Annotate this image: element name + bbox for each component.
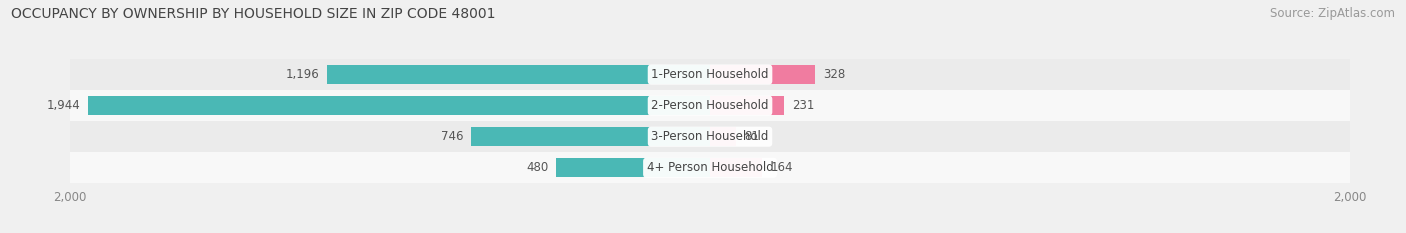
Text: 328: 328	[823, 68, 845, 81]
Text: 2-Person Household: 2-Person Household	[651, 99, 769, 112]
Text: 746: 746	[441, 130, 464, 143]
Bar	[710, 65, 815, 84]
Bar	[557, 158, 710, 177]
Bar	[710, 127, 735, 146]
Bar	[710, 96, 785, 115]
Bar	[70, 152, 1350, 183]
Text: Source: ZipAtlas.com: Source: ZipAtlas.com	[1270, 7, 1395, 20]
Text: 3-Person Household: 3-Person Household	[651, 130, 769, 143]
Text: OCCUPANCY BY OWNERSHIP BY HOUSEHOLD SIZE IN ZIP CODE 48001: OCCUPANCY BY OWNERSHIP BY HOUSEHOLD SIZE…	[11, 7, 496, 21]
Text: 1-Person Household: 1-Person Household	[651, 68, 769, 81]
Text: 1,944: 1,944	[46, 99, 80, 112]
Bar	[70, 59, 1350, 90]
Text: 81: 81	[744, 130, 759, 143]
Text: 480: 480	[526, 161, 548, 174]
Text: 4+ Person Household: 4+ Person Household	[647, 161, 773, 174]
Bar	[328, 65, 710, 84]
Bar	[89, 96, 710, 115]
Text: 1,196: 1,196	[285, 68, 319, 81]
Text: 164: 164	[770, 161, 793, 174]
Text: 231: 231	[792, 99, 814, 112]
Bar	[70, 90, 1350, 121]
Bar	[471, 127, 710, 146]
Bar	[70, 121, 1350, 152]
Bar	[710, 158, 762, 177]
